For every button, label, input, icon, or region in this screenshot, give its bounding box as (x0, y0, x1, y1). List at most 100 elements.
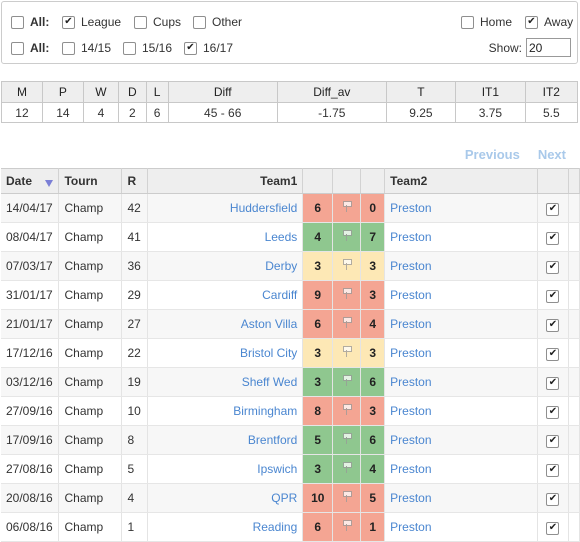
cell-team1[interactable]: Brentford (147, 425, 304, 455)
stats-header-d[interactable]: D (118, 81, 147, 103)
filter-all-competitions[interactable]: All: (11, 15, 49, 29)
header-round[interactable]: R (121, 168, 149, 194)
cell-team1[interactable]: QPR (147, 483, 304, 513)
checkbox-all-competitions[interactable] (11, 15, 24, 29)
match-details-icon[interactable] (343, 491, 353, 502)
checkbox-cups[interactable] (134, 15, 147, 29)
checkbox-away[interactable] (525, 15, 538, 29)
stats-header-diff[interactable]: Diff (167, 81, 278, 103)
match-details-icon[interactable] (343, 462, 353, 473)
cell-team1[interactable]: Birmingham (147, 396, 304, 426)
cell-team1[interactable]: Aston Villa (147, 309, 304, 339)
match-details-icon[interactable] (343, 375, 353, 386)
cell-team2[interactable]: Preston (384, 367, 538, 397)
filter-season-1617[interactable]: 16/17 (184, 41, 233, 55)
match-details-icon[interactable] (343, 433, 353, 444)
cell-select[interactable] (537, 338, 569, 368)
cell-match-icon[interactable] (332, 193, 362, 223)
cell-match-icon[interactable] (332, 251, 362, 281)
cell-match-icon[interactable] (332, 309, 362, 339)
cell-match-icon[interactable] (332, 425, 362, 455)
cell-team2[interactable]: Preston (384, 193, 538, 223)
cell-select[interactable] (537, 512, 569, 542)
match-details-icon[interactable] (343, 201, 353, 212)
filter-season-1516[interactable]: 15/16 (123, 41, 172, 55)
row-select-checkbox[interactable] (546, 405, 560, 419)
filter-season-1415[interactable]: 14/15 (62, 41, 111, 55)
row-select-checkbox[interactable] (546, 521, 560, 535)
match-details-icon[interactable] (343, 404, 353, 415)
cell-match-icon[interactable] (332, 222, 362, 252)
cell-team2[interactable]: Preston (384, 483, 538, 513)
checkbox-other[interactable] (193, 15, 206, 29)
match-details-icon[interactable] (343, 288, 353, 299)
filter-other[interactable]: Other (193, 15, 242, 29)
cell-select[interactable] (537, 193, 569, 223)
cell-match-icon[interactable] (332, 454, 362, 484)
cell-match-icon[interactable] (332, 396, 362, 426)
stats-header-w[interactable]: W (82, 81, 120, 103)
row-select-checkbox[interactable] (546, 492, 560, 506)
row-select-checkbox[interactable] (546, 347, 560, 361)
cell-team1[interactable]: Leeds (147, 222, 304, 252)
stats-header-m[interactable]: M (1, 81, 43, 103)
stats-header-p[interactable]: P (41, 81, 84, 103)
filter-home[interactable]: Home (461, 15, 512, 29)
row-select-checkbox[interactable] (546, 463, 560, 477)
filter-cups[interactable]: Cups (134, 15, 181, 29)
row-select-checkbox[interactable] (546, 434, 560, 448)
stats-header-l[interactable]: L (145, 81, 169, 103)
checkbox-all-seasons[interactable] (11, 41, 24, 55)
row-select-checkbox[interactable] (546, 231, 560, 245)
cell-select[interactable] (537, 309, 569, 339)
stats-header-diff-av[interactable]: Diff_av (276, 81, 387, 103)
match-details-icon[interactable] (343, 346, 353, 357)
checkbox-home[interactable] (461, 15, 474, 29)
cell-team2[interactable]: Preston (384, 280, 538, 310)
match-details-icon[interactable] (343, 230, 353, 241)
cell-team2[interactable]: Preston (384, 396, 538, 426)
cell-select[interactable] (537, 454, 569, 484)
filter-league[interactable]: League (62, 15, 121, 29)
header-tourn[interactable]: Tourn (58, 168, 123, 194)
filter-away[interactable]: Away (525, 15, 573, 29)
cell-select[interactable] (537, 483, 569, 513)
cell-team1[interactable]: Sheff Wed (147, 367, 304, 397)
header-date[interactable]: Date (1, 168, 60, 194)
stats-header-it1[interactable]: IT1 (455, 81, 526, 103)
row-select-checkbox[interactable] (546, 318, 560, 332)
cell-select[interactable] (537, 251, 569, 281)
row-select-checkbox[interactable] (546, 260, 560, 274)
header-team2[interactable]: Team2 (384, 168, 538, 194)
cell-match-icon[interactable] (332, 483, 362, 513)
filter-all-seasons[interactable]: All: (11, 41, 49, 55)
stats-header-t[interactable]: T (385, 81, 457, 103)
cell-select[interactable] (537, 367, 569, 397)
match-details-icon[interactable] (343, 520, 353, 531)
row-select-checkbox[interactable] (546, 202, 560, 216)
cell-team2[interactable]: Preston (384, 454, 538, 484)
cell-team1[interactable]: Reading (147, 512, 304, 542)
cell-team2[interactable]: Preston (384, 425, 538, 455)
cell-select[interactable] (537, 396, 569, 426)
checkbox-league[interactable] (62, 15, 75, 29)
cell-team1[interactable]: Bristol City (147, 338, 304, 368)
cell-match-icon[interactable] (332, 367, 362, 397)
cell-match-icon[interactable] (332, 338, 362, 368)
cell-team2[interactable]: Preston (384, 338, 538, 368)
cell-team1[interactable]: Derby (147, 251, 304, 281)
checkbox-season-1516[interactable] (123, 41, 136, 55)
row-select-checkbox[interactable] (546, 376, 560, 390)
header-team1[interactable]: Team1 (147, 168, 304, 194)
show-count-input[interactable] (526, 38, 571, 57)
cell-select[interactable] (537, 222, 569, 252)
stats-header-it2[interactable]: IT2 (524, 81, 579, 103)
previous-page-link[interactable]: Previous (464, 147, 520, 162)
cell-match-icon[interactable] (332, 280, 362, 310)
cell-team2[interactable]: Preston (384, 251, 538, 281)
cell-team1[interactable]: Cardiff (147, 280, 304, 310)
cell-team1[interactable]: Ipswich (147, 454, 304, 484)
row-select-checkbox[interactable] (546, 289, 560, 303)
cell-team2[interactable]: Preston (384, 222, 538, 252)
next-page-link[interactable]: Next (537, 147, 566, 162)
